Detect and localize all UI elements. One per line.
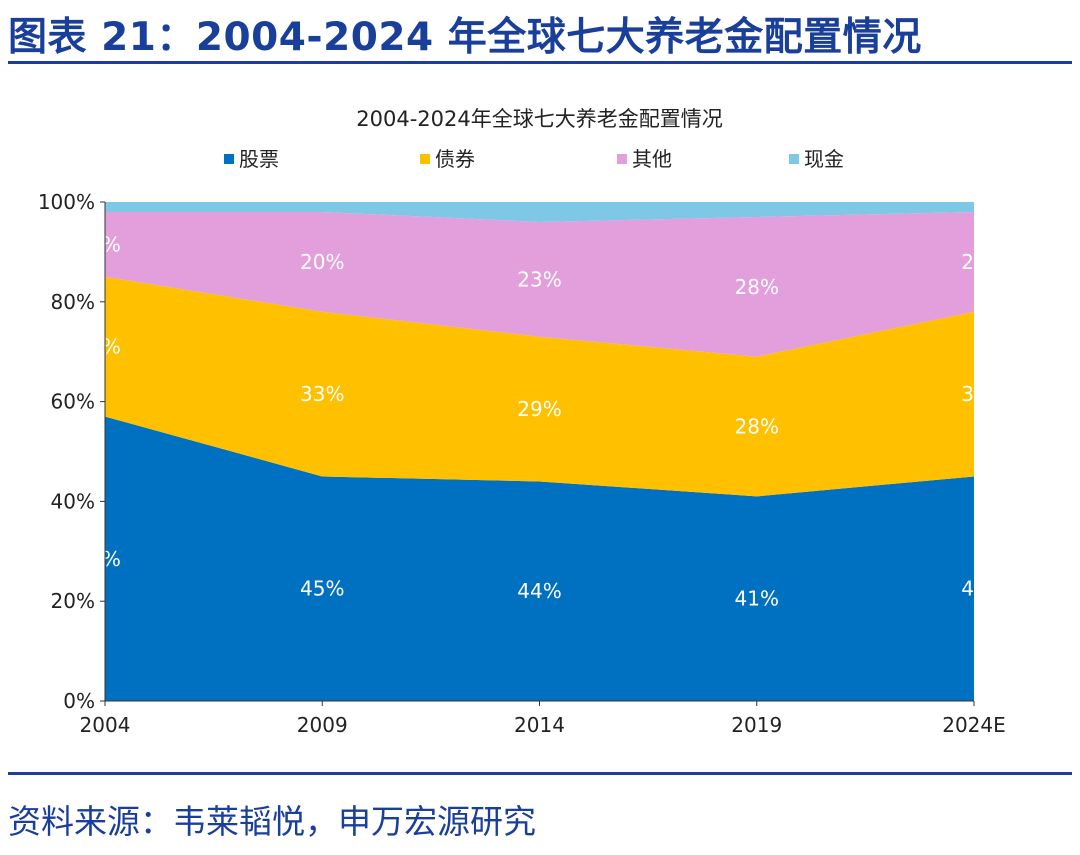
- data-label-3-5: 20: [961, 250, 986, 274]
- area-4: [105, 202, 974, 222]
- title-rule: [8, 61, 1072, 64]
- legend-swatch-4: [789, 154, 799, 164]
- source-rule: [8, 772, 1072, 775]
- data-label-2-5: 33: [961, 382, 986, 406]
- data-label-1-4: 41%: [735, 587, 779, 611]
- data-label-2-1: 9%: [89, 335, 121, 359]
- legend-swatch-2: [420, 154, 430, 164]
- x-tick-label-2: 2009: [297, 713, 348, 737]
- legend-label-3: 其他: [632, 147, 672, 171]
- legend-label-4: 现金: [804, 147, 844, 171]
- data-label-2-4: 28%: [735, 415, 779, 439]
- area-1: [105, 416, 974, 701]
- data-label-1-2: 45%: [300, 577, 344, 601]
- data-label-3-3: 23%: [517, 267, 561, 291]
- x-tick-label-3: 2014: [514, 713, 565, 737]
- figure-title: 图表 21：2004-2024 年全球七大养老金配置情况: [8, 15, 922, 60]
- y-tick-label-2: 20%: [51, 589, 95, 613]
- data-label-1-1: 7%: [89, 547, 121, 571]
- data-label-3-4: 28%: [735, 275, 779, 299]
- legend-swatch-1: [224, 154, 234, 164]
- x-tick-label-1: 2004: [80, 713, 131, 737]
- chart-panel: 2004-2024年全球七大养老金配置情况股票 债券 其他 现金 7% 45% 44% 41%…: [18, 82, 1064, 752]
- x-tick-label-5: 2024E: [942, 713, 1006, 737]
- data-label-1-3: 44%: [517, 579, 561, 603]
- source-note: 资料来源：韦莱韬悦，申万宏源研究: [8, 802, 536, 841]
- y-tick-label-3: 40%: [51, 489, 95, 513]
- chart-title: 2004-2024年全球七大养老金配置情况: [356, 107, 722, 131]
- data-label-3-1: 3%: [89, 232, 121, 256]
- legend-label-2: 债券: [435, 147, 475, 171]
- legend-label-1: 股票: [239, 147, 279, 171]
- area-3: [105, 211, 974, 357]
- data-label-3-2: 20%: [300, 250, 344, 274]
- data-label-1-5: 45: [961, 577, 986, 601]
- y-tick-label-1: 0%: [63, 689, 95, 713]
- area-2: [105, 276, 974, 497]
- data-label-2-2: 33%: [300, 382, 344, 406]
- y-tick-label-6: 100%: [38, 190, 95, 214]
- x-tick-label-4: 2019: [731, 713, 782, 737]
- data-label-2-3: 29%: [517, 397, 561, 421]
- legend-swatch-3: [617, 154, 627, 164]
- y-tick-label-5: 80%: [51, 290, 95, 314]
- y-tick-label-4: 60%: [51, 390, 95, 414]
